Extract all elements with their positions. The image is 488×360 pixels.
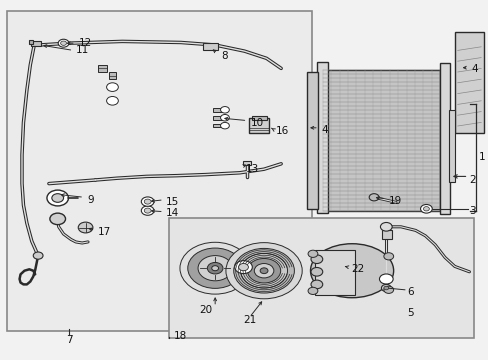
Ellipse shape	[310, 244, 393, 298]
Text: 10: 10	[250, 118, 263, 128]
Bar	[98, 64, 107, 72]
Circle shape	[368, 194, 378, 201]
Circle shape	[240, 253, 287, 288]
Circle shape	[33, 252, 43, 259]
Circle shape	[106, 96, 118, 105]
Circle shape	[383, 286, 393, 293]
Circle shape	[379, 274, 392, 284]
Circle shape	[187, 248, 242, 288]
Circle shape	[310, 255, 322, 264]
Bar	[454, 32, 483, 133]
Circle shape	[381, 284, 390, 292]
Circle shape	[380, 222, 391, 231]
Text: 6: 6	[406, 287, 413, 297]
Circle shape	[220, 122, 229, 129]
Text: 7: 7	[66, 335, 73, 345]
Text: 3: 3	[468, 206, 475, 216]
Circle shape	[383, 253, 393, 260]
Circle shape	[247, 258, 280, 283]
Circle shape	[144, 199, 151, 204]
Bar	[243, 161, 250, 165]
Text: 22: 22	[350, 264, 364, 274]
Circle shape	[207, 262, 223, 274]
Text: 4: 4	[321, 125, 328, 135]
Text: 2: 2	[468, 175, 475, 185]
Text: 4: 4	[470, 64, 477, 74]
Bar	[212, 124, 221, 127]
Bar	[168, 218, 473, 338]
Bar	[212, 116, 221, 120]
Text: 5: 5	[406, 308, 413, 318]
Bar	[212, 108, 221, 112]
Circle shape	[423, 207, 428, 211]
Circle shape	[106, 83, 118, 91]
Text: 21: 21	[242, 315, 256, 325]
Text: 14: 14	[166, 208, 179, 219]
Circle shape	[225, 243, 302, 299]
Text: 19: 19	[388, 196, 401, 206]
Circle shape	[234, 261, 252, 274]
Text: 11: 11	[76, 45, 89, 55]
Circle shape	[260, 268, 267, 274]
Circle shape	[50, 213, 65, 225]
Circle shape	[198, 256, 232, 281]
Circle shape	[180, 242, 250, 294]
Circle shape	[211, 266, 218, 271]
Bar	[382, 230, 391, 239]
Circle shape	[58, 39, 69, 47]
Bar	[251, 116, 266, 120]
Text: 17: 17	[98, 227, 111, 237]
Circle shape	[78, 222, 93, 233]
Bar	[306, 72, 317, 209]
Circle shape	[61, 41, 66, 45]
Text: 8: 8	[221, 51, 227, 61]
Circle shape	[220, 114, 229, 121]
Text: 13: 13	[245, 164, 258, 174]
Bar	[203, 43, 217, 50]
Circle shape	[233, 248, 294, 293]
Bar	[448, 110, 454, 182]
Circle shape	[141, 197, 154, 206]
Bar	[108, 72, 116, 79]
Text: 18: 18	[173, 330, 186, 341]
Bar	[249, 118, 268, 133]
Text: 9: 9	[87, 195, 94, 205]
Bar	[316, 62, 327, 213]
Circle shape	[307, 287, 317, 294]
Circle shape	[238, 264, 248, 271]
Circle shape	[52, 194, 63, 202]
Bar	[31, 41, 41, 46]
Text: 15: 15	[166, 197, 179, 207]
Bar	[439, 63, 449, 214]
Circle shape	[220, 107, 229, 113]
Text: 20: 20	[199, 305, 211, 315]
Text: 16: 16	[276, 126, 289, 136]
Circle shape	[141, 206, 154, 215]
Text: 1: 1	[478, 152, 485, 162]
Circle shape	[307, 250, 317, 257]
Bar	[29, 40, 33, 44]
Bar	[7, 11, 311, 331]
Circle shape	[254, 264, 273, 278]
Bar	[315, 250, 354, 295]
Text: 12: 12	[79, 38, 92, 48]
Circle shape	[47, 190, 68, 206]
Circle shape	[310, 280, 322, 289]
Circle shape	[383, 286, 388, 290]
Bar	[322, 70, 439, 211]
Circle shape	[420, 204, 431, 213]
Circle shape	[144, 208, 151, 213]
Circle shape	[310, 267, 322, 276]
